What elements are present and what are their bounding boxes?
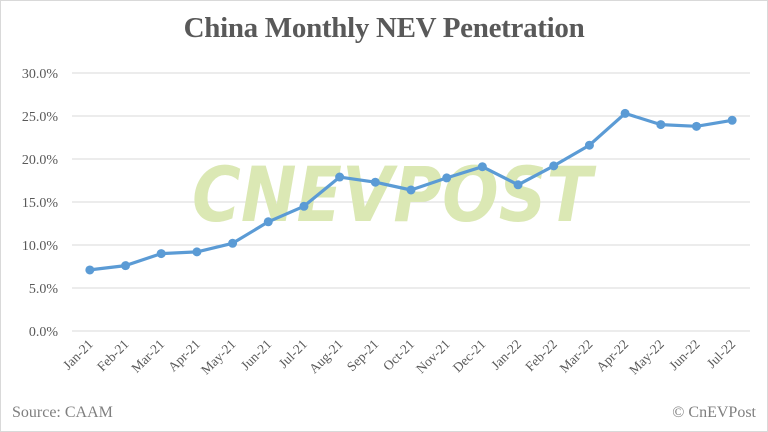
- y-axis: 0.0% 5.0% 10.0% 15.0% 20.0% 25.0% 30.0%: [22, 67, 59, 340]
- data-point[interactable]: [263, 217, 273, 227]
- data-point[interactable]: [549, 161, 559, 171]
- x-tick-label: Feb-22: [522, 337, 560, 375]
- x-tick-label: Apr-21: [165, 337, 203, 375]
- data-point[interactable]: [156, 249, 166, 259]
- x-tick-label: Jan-21: [60, 337, 96, 373]
- x-tick-label: May-21: [198, 337, 239, 378]
- x-tick-label: Nov-21: [413, 337, 453, 377]
- x-tick-label: Oct-21: [380, 337, 417, 374]
- data-point[interactable]: [691, 121, 701, 131]
- x-tick-label: Mar-22: [556, 337, 595, 376]
- data-point[interactable]: [727, 115, 737, 125]
- series-line: [85, 108, 737, 275]
- x-tick-label: Mar-21: [128, 337, 167, 376]
- x-tick-label: Jul-22: [704, 337, 738, 371]
- x-tick-label: Jun-21: [238, 337, 275, 374]
- x-tick-label: Aug-21: [306, 337, 346, 377]
- x-tick-label: Sep-21: [344, 337, 382, 375]
- chart-title: China Monthly NEV Penetration: [183, 12, 585, 44]
- x-tick-label: Jan-22: [488, 337, 524, 373]
- data-point[interactable]: [620, 108, 630, 118]
- data-point[interactable]: [192, 247, 202, 257]
- data-point[interactable]: [656, 120, 666, 130]
- data-point[interactable]: [370, 177, 380, 187]
- y-tick-label: 30.0%: [22, 67, 59, 82]
- y-tick-label: 0.0%: [29, 325, 59, 340]
- data-point[interactable]: [335, 172, 345, 182]
- data-point[interactable]: [85, 265, 95, 275]
- x-tick-label: Apr-22: [593, 337, 631, 375]
- data-point[interactable]: [299, 201, 309, 211]
- watermark-text: CNEVPOST: [192, 150, 597, 239]
- watermark: CNEVPOST: [192, 150, 597, 239]
- copyright-label: © CnEVPost: [672, 404, 756, 421]
- data-point[interactable]: [584, 140, 594, 150]
- x-tick-label: May-22: [626, 337, 667, 378]
- data-point[interactable]: [121, 261, 131, 271]
- data-point[interactable]: [477, 162, 487, 172]
- data-point[interactable]: [406, 185, 416, 195]
- y-tick-label: 10.0%: [22, 239, 59, 254]
- x-tick-label: Dec-21: [450, 337, 489, 376]
- data-point[interactable]: [513, 180, 523, 190]
- source-label: Source: CAAM: [12, 404, 113, 421]
- y-tick-label: 20.0%: [22, 153, 59, 168]
- data-point[interactable]: [442, 173, 452, 183]
- y-tick-label: 15.0%: [22, 196, 59, 211]
- y-tick-label: 5.0%: [29, 282, 59, 297]
- x-tick-label: Feb-21: [94, 337, 132, 375]
- x-tick-label: Jun-22: [666, 337, 703, 374]
- y-tick-label: 25.0%: [22, 110, 59, 125]
- data-point[interactable]: [228, 238, 238, 248]
